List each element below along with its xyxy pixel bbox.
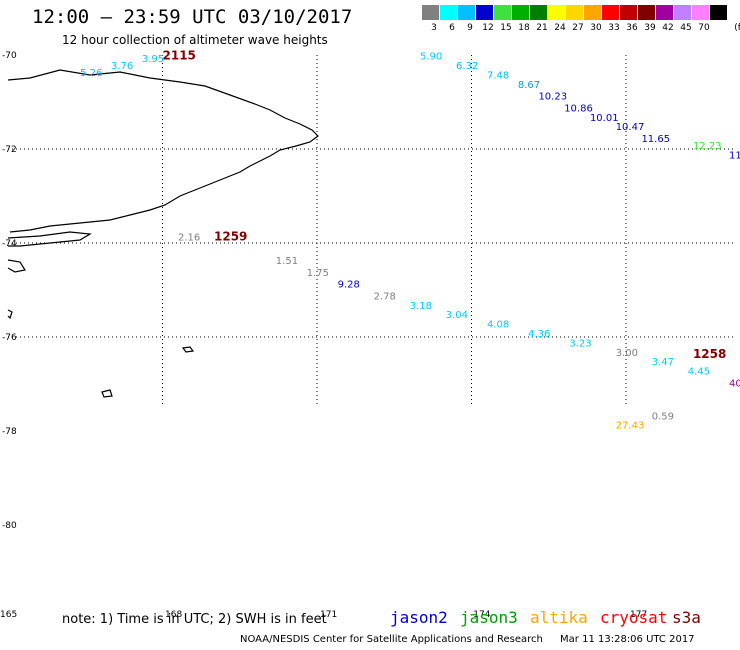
wave-height-label: 6.32 — [456, 61, 478, 72]
island-west — [7, 259, 26, 273]
legend-swatch-label: 36 — [626, 23, 638, 33]
credit-org: NOAA/NESDIS Center for Satellite Applica… — [240, 634, 543, 645]
legend-swatch — [638, 5, 655, 20]
latitude-label: -78 — [2, 427, 17, 437]
legend-swatch-label: 18 — [518, 23, 530, 33]
legend-swatch — [530, 5, 547, 20]
wave-height-label: 40.76 — [729, 378, 740, 389]
wave-height-label: 4.45 — [688, 367, 710, 378]
pass-time-label: 1258 — [693, 347, 726, 361]
legend-swatch-label: 27 — [572, 23, 584, 33]
legend-swatch — [458, 5, 475, 20]
legend-swatch — [440, 5, 457, 20]
wave-height-label: 11.65 — [641, 134, 670, 145]
wave-height-label: 1.75 — [307, 268, 329, 279]
latitude-label: -80 — [2, 521, 17, 531]
island-small-2 — [101, 389, 113, 398]
legend-swatch-label: 33 — [608, 23, 620, 33]
legend-swatch-label: 24 — [554, 23, 566, 33]
longitude-label: 171 — [320, 610, 337, 620]
satellite-name-jason3: jason3 — [460, 608, 518, 627]
legend-swatch-label: 45 — [680, 23, 692, 33]
wave-height-label: 10.23 — [538, 92, 567, 103]
legend-swatch — [584, 5, 601, 20]
satellite-name-s3a: s3a — [672, 608, 701, 627]
wave-height-label: 3.95 — [142, 54, 164, 65]
legend-swatch-label: 70 — [698, 23, 710, 33]
wave-height-label: 3.76 — [111, 61, 133, 72]
wave-height-label: 5.26 — [80, 68, 102, 79]
legend-swatch — [512, 5, 529, 20]
legend-swatch-label: 12 — [482, 23, 494, 33]
island-edge — [7, 309, 13, 320]
wave-height-label: 10.01 — [590, 113, 619, 124]
legend-swatch-label: 3 — [431, 23, 437, 33]
wave-height-label: 4.36 — [528, 329, 550, 340]
wave-height-label: 1.51 — [276, 256, 298, 267]
wave-height-label: 3.00 — [616, 348, 638, 359]
satellite-name-jason2: jason2 — [390, 608, 448, 627]
wave-height-label: 2.16 — [178, 233, 200, 244]
pass-time-label: 1259 — [214, 230, 247, 244]
latitude-label: -76 — [2, 333, 17, 343]
legend-swatch — [602, 5, 619, 20]
legend-swatch-label: 6 — [449, 23, 455, 33]
wave-height-label: 12.23 — [693, 141, 722, 152]
legend-swatch — [548, 5, 565, 20]
wave-height-label: 8.67 — [518, 80, 540, 91]
longitude-label: -174 — [470, 610, 491, 620]
wave-height-label: 9.28 — [338, 280, 360, 291]
legend-swatch — [422, 5, 439, 20]
island-small — [181, 346, 195, 353]
page-subtitle: 12 hour collection of altimeter wave hei… — [62, 33, 328, 47]
wave-height-label: 10.86 — [564, 103, 593, 114]
wave-height-label: 5.90 — [420, 52, 442, 63]
legend-swatch — [656, 5, 673, 20]
legend-swatch — [692, 5, 709, 20]
legend-swatch — [674, 5, 691, 20]
longitude-label: 177 — [630, 610, 647, 620]
wave-height-label: 3.47 — [652, 357, 674, 368]
legend-swatch-label: 21 — [536, 23, 548, 33]
coastline — [7, 69, 319, 233]
wave-height-label: 11.80 — [729, 150, 740, 161]
wave-height-label: 10.47 — [616, 122, 645, 133]
latitude-label: -74 — [2, 239, 17, 249]
legend-unit-label: (ft) — [734, 23, 740, 33]
wave-height-label: 27.43 — [616, 421, 645, 432]
satellite-name-altika: altika — [530, 608, 588, 627]
coastline-south — [7, 231, 92, 247]
longitude-label: 168 — [165, 610, 182, 620]
legend-swatch — [566, 5, 583, 20]
pass-time-label: 2115 — [163, 49, 196, 63]
wave-height-label: 7.48 — [487, 71, 509, 82]
wave-height-label: 0.59 — [652, 411, 674, 422]
wave-height-label: 3.18 — [410, 301, 432, 312]
page-title: 12:00 – 23:59 UTC 03/10/2017 — [32, 6, 353, 28]
longitude-label: 165 — [0, 610, 17, 620]
wave-height-label: 3.04 — [446, 310, 468, 321]
legend-swatch-label: 9 — [467, 23, 473, 33]
wave-height-label: 4.08 — [487, 320, 509, 331]
legend-swatch — [620, 5, 637, 20]
legend-swatch-label: 15 — [500, 23, 512, 33]
credit-timestamp: Mar 11 13:28:06 UTC 2017 — [560, 634, 695, 645]
latitude-label: -70 — [2, 51, 17, 61]
legend-swatch — [710, 5, 727, 20]
legend-swatch — [476, 5, 493, 20]
credit-line: NOAA/NESDIS Center for Satellite Applica… — [240, 634, 709, 645]
wave-height-label: 3.23 — [569, 338, 591, 349]
legend-swatch-label: 39 — [644, 23, 656, 33]
wave-height-label: 2.78 — [374, 291, 396, 302]
satellite-name-cryosat: cryosat — [600, 608, 668, 627]
legend-swatch — [494, 5, 511, 20]
latitude-label: -72 — [2, 145, 17, 155]
legend-swatch-label: 42 — [662, 23, 674, 33]
legend-swatch-label: 30 — [590, 23, 602, 33]
footer-note: note: 1) Time is in UTC; 2) SWH is in fe… — [62, 612, 327, 627]
